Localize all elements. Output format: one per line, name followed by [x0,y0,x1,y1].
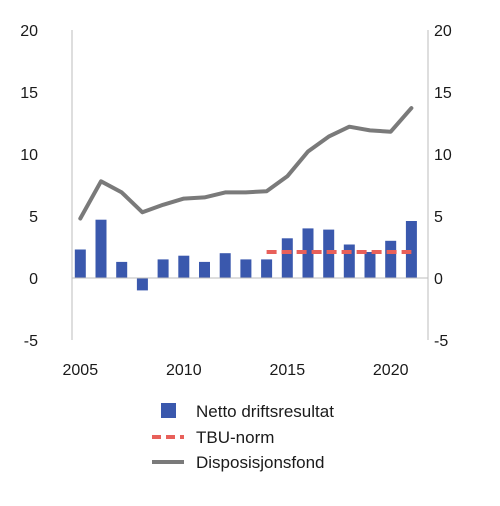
legend-label-disposisjonsfond: Disposisjonsfond [196,453,325,472]
x-tick-2005: 2005 [63,362,99,379]
bar-netto-driftsresultat-2020 [385,240,397,278]
line-disposisjonsfond [78,106,414,221]
line-layer [78,106,414,221]
bars-layer [74,219,417,291]
bar-netto-driftsresultat-2012 [219,253,231,278]
y-tick-left--5: -5 [24,333,38,350]
x-tick-2020: 2020 [373,362,409,379]
legend-label-tbu-norm: TBU-norm [196,428,274,447]
legend-label-netto-driftsresultat: Netto driftsresultat [196,402,334,421]
y-tick-left-0: 0 [29,271,38,288]
y-tick-left-20: 20 [20,23,38,40]
bar-netto-driftsresultat-2008 [136,278,148,291]
y-tick-right-10: 10 [434,147,452,164]
y-tick-right--5: -5 [434,333,448,350]
bar-netto-driftsresultat-2015 [281,238,293,278]
y-tick-left-15: 15 [20,85,38,102]
bar-netto-driftsresultat-2018 [343,244,355,278]
bar-netto-driftsresultat-2011 [199,261,210,278]
y-tick-right-20: 20 [434,23,452,40]
x-tick-2015: 2015 [270,362,306,379]
y-tick-left-10: 10 [20,147,38,164]
y-tick-right-0: 0 [434,271,443,288]
y-tick-right-5: 5 [434,209,443,226]
bar-netto-driftsresultat-2010 [178,255,190,278]
bar-netto-driftsresultat-2021 [405,221,417,278]
y-tick-right-15: 15 [434,85,452,102]
bar-netto-driftsresultat-2006 [95,219,107,278]
bar-netto-driftsresultat-2014 [261,259,273,278]
x-tick-2010: 2010 [166,362,202,379]
bar-netto-driftsresultat-2007 [116,261,128,278]
bar-netto-driftsresultat-2013 [240,259,252,278]
bar-netto-driftsresultat-2019 [364,252,376,278]
legend: Netto driftsresultat TBU-norm Disposisjo… [152,402,334,472]
axes-layer [71,30,429,340]
y-tick-left-5: 5 [29,209,38,226]
bar-netto-driftsresultat-2005 [74,249,86,278]
bar-netto-driftsresultat-2016 [302,228,314,278]
bar-netto-driftsresultat-2009 [157,259,169,278]
legend-swatch-netto-driftsresultat [161,403,176,418]
